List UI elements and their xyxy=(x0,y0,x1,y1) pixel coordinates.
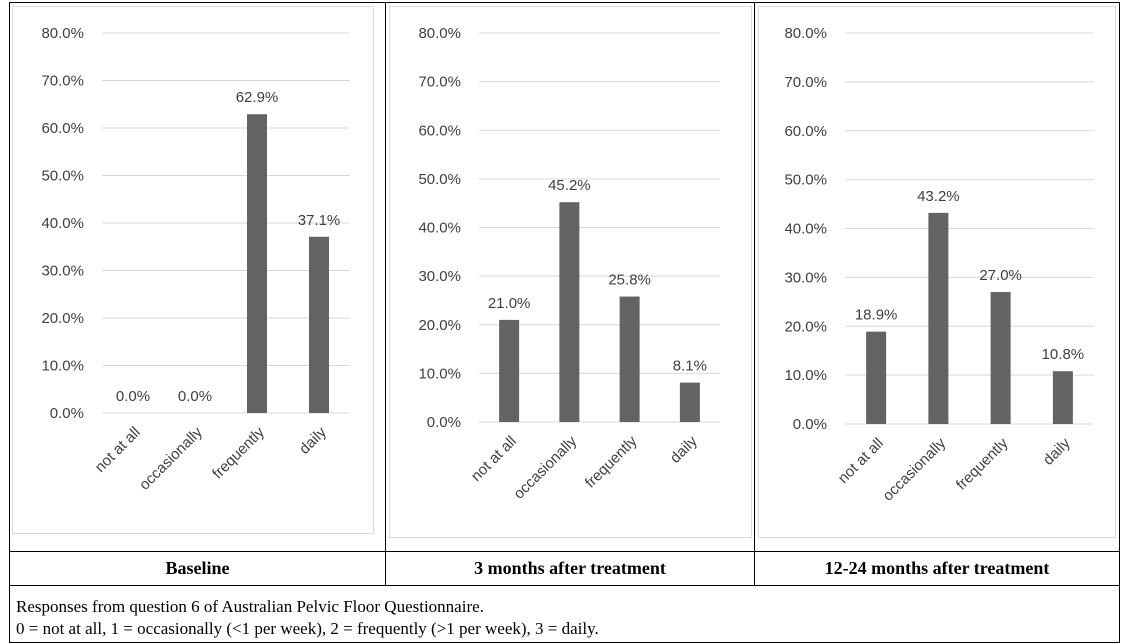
y-tick-label: 0.0% xyxy=(50,405,84,422)
data-label: 62.9% xyxy=(236,89,279,106)
y-tick-label: 70.0% xyxy=(418,74,461,91)
data-label: 27.0% xyxy=(979,267,1022,284)
y-tick-label: 30.0% xyxy=(784,269,827,286)
y-tick-label: 20.0% xyxy=(418,317,461,334)
y-tick-label: 10.0% xyxy=(418,365,461,382)
y-tick-label: 50.0% xyxy=(41,168,84,185)
panel-caption-12-24-months: 12-24 months after treatment xyxy=(824,558,1050,578)
y-tick-label: 20.0% xyxy=(784,318,827,335)
chart-12-24-months: 0.0% 10.0% 20.0% 30.0% 40.0% 50.0% 60.0% 70.0% 8… xyxy=(758,6,1116,538)
column-divider-2 xyxy=(754,3,755,585)
y-tick-label: 10.0% xyxy=(784,367,827,384)
y-tick-label: 0.0% xyxy=(427,414,461,431)
y-tick-label: 10.0% xyxy=(41,358,84,375)
data-label: 43.2% xyxy=(917,188,960,205)
notes-row-divider xyxy=(10,585,1119,586)
y-tick-label: 50.0% xyxy=(784,172,827,189)
data-label: 45.2% xyxy=(548,177,591,194)
y-tick-label: 60.0% xyxy=(418,122,461,139)
bar xyxy=(619,296,640,422)
column-divider-1 xyxy=(385,3,386,585)
bar xyxy=(559,202,580,422)
chart-baseline: 0.0% 10.0% 20.0% 30.0% 40.0% 50.0% 60.0% 70.0% 8… xyxy=(12,6,374,534)
data-label: 18.9% xyxy=(855,307,898,324)
y-tick-label: 70.0% xyxy=(784,74,827,91)
y-tick-label: 60.0% xyxy=(41,120,84,137)
y-tick-label: 40.0% xyxy=(41,215,84,232)
y-tick-label: 60.0% xyxy=(784,123,827,140)
y-tick-label: 50.0% xyxy=(418,171,461,188)
y-tick-label: 80.0% xyxy=(41,25,84,42)
panel-caption-baseline: Baseline xyxy=(165,558,230,578)
data-label: 8.1% xyxy=(673,358,707,375)
data-label: 0.0% xyxy=(116,388,150,405)
chart-3-months: 0.0% 10.0% 20.0% 30.0% 40.0% 50.0% 60.0% 70.0% 8… xyxy=(389,6,752,538)
bar xyxy=(866,331,887,424)
bar xyxy=(1052,371,1073,424)
data-label: 0.0% xyxy=(178,388,212,405)
figure-table: Baseline 3 months after treatment 12-24 … xyxy=(9,2,1120,643)
data-label: 25.8% xyxy=(608,272,651,289)
bar xyxy=(247,114,267,413)
y-tick-label: 80.0% xyxy=(418,25,461,42)
bar xyxy=(309,236,329,413)
bar xyxy=(679,382,700,422)
y-tick-label: 70.0% xyxy=(41,73,84,90)
bar xyxy=(990,292,1011,424)
y-tick-label: 80.0% xyxy=(784,25,827,42)
data-label: 10.8% xyxy=(1042,346,1085,363)
y-tick-label: 40.0% xyxy=(418,220,461,237)
y-tick-label: 30.0% xyxy=(41,263,84,280)
y-tick-label: 40.0% xyxy=(784,221,827,238)
data-label: 21.0% xyxy=(488,295,531,312)
y-tick-label: 0.0% xyxy=(793,416,827,433)
data-label: 37.1% xyxy=(298,212,341,229)
note-scale: 0 = not at all, 1 = occasionally (<1 per… xyxy=(16,619,599,638)
y-tick-label: 20.0% xyxy=(41,310,84,327)
bar xyxy=(928,212,949,424)
y-tick-label: 30.0% xyxy=(418,268,461,285)
caption-row-divider xyxy=(10,551,1119,552)
note-source: Responses from question 6 of Australian … xyxy=(16,597,484,616)
bar xyxy=(499,319,520,422)
panel-caption-3-months: 3 months after treatment xyxy=(474,558,666,578)
